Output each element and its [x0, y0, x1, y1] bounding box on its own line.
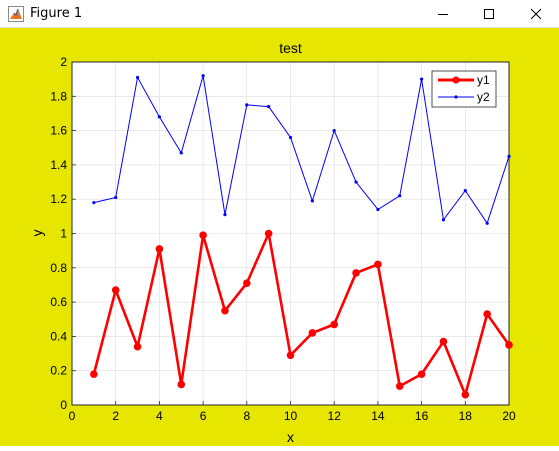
y-tick-label: 1.8	[50, 89, 67, 103]
minimize-icon	[438, 14, 448, 15]
legend-marker-y1	[452, 76, 460, 84]
matlab-figure-icon	[8, 6, 24, 22]
chart-title: test	[279, 40, 302, 56]
data-point-y1	[286, 351, 295, 360]
legend[interactable]: y1 y2	[431, 70, 497, 108]
figure-canvas: 0 2 4 6 8 10 12 14 16 18 20 0 0.2 0.4 0.6 0.8 1 1.2 1.4 1.6…	[0, 28, 559, 446]
y-tick-label: 1.2	[50, 192, 67, 206]
y-tick-label: 0.4	[50, 329, 67, 343]
y-axis-label: y	[29, 230, 45, 237]
data-point-y2	[288, 135, 293, 140]
legend-label-y2: y2	[477, 90, 490, 104]
data-point-y1	[374, 260, 382, 269]
y-tick-label: 1	[60, 227, 67, 241]
data-point-y2	[135, 75, 140, 80]
data-point-y2	[157, 115, 161, 119]
window-title: Figure 1	[30, 6, 83, 21]
data-point-y1	[505, 341, 513, 349]
data-point-y1	[221, 306, 229, 315]
data-point-y2	[179, 151, 183, 155]
data-point-y2	[376, 207, 380, 212]
data-point-y2	[332, 129, 336, 133]
x-tick-label: 14	[371, 409, 385, 423]
data-point-y2	[463, 189, 467, 193]
x-tick-label: 6	[200, 409, 207, 423]
data-point-y2	[398, 194, 402, 198]
series-line-y1	[92, 232, 511, 397]
data-point-y1	[243, 279, 251, 288]
legend-marker-y2	[454, 95, 458, 99]
maximize-icon	[484, 9, 494, 19]
x-tick-label: 20	[502, 409, 516, 423]
y-tick-label: 0.6	[50, 295, 67, 309]
data-point-y2	[245, 103, 249, 107]
data-point-y1	[90, 370, 98, 378]
y-tick-label: 0	[60, 398, 67, 412]
data-point-y2	[354, 180, 358, 184]
data-point-y1	[352, 269, 360, 277]
y-tick-label: 2	[60, 55, 67, 69]
x-tick-label: 8	[243, 409, 250, 423]
x-axis-label: x	[287, 429, 294, 445]
data-point-y2	[92, 201, 96, 205]
y-tick-label: 0.8	[50, 261, 67, 275]
data-point-y1	[199, 231, 207, 240]
data-point-y1	[155, 245, 164, 253]
x-tick-label: 12	[328, 409, 342, 423]
x-tick-label: 4	[156, 409, 163, 423]
data-point-y2	[223, 213, 227, 217]
data-point-y2	[420, 77, 424, 81]
minimize-button[interactable]	[420, 0, 466, 28]
data-point-y1	[330, 320, 339, 329]
close-button[interactable]	[513, 0, 559, 28]
y-tick-label: 0.2	[50, 364, 67, 378]
y-tick-label: 1.6	[50, 124, 67, 138]
title-bar[interactable]: Figure 1	[0, 0, 559, 28]
data-point-y2	[485, 221, 489, 225]
data-point-y1	[111, 286, 120, 294]
y-tick-label: 1.4	[50, 158, 67, 172]
legend-label-y1: y1	[477, 73, 490, 87]
data-point-y2	[507, 154, 511, 158]
series-line-y2	[93, 75, 510, 224]
x-tick-label: 0	[69, 409, 76, 423]
data-point-y2	[114, 195, 118, 200]
x-tick-label: 18	[459, 409, 473, 423]
data-point-y2	[267, 104, 271, 109]
data-point-y1	[308, 329, 317, 337]
maximize-button[interactable]	[466, 0, 512, 28]
legend-box	[431, 70, 497, 108]
data-point-y1	[133, 342, 142, 351]
line-chart: 0 2 4 6 8 10 12 14 16 18 20 0 0.2 0.4 0.6 0.8 1 1.2 1.4 1.6…	[29, 40, 516, 445]
x-tick-label: 2	[112, 409, 119, 423]
data-point-y2	[441, 218, 446, 222]
data-point-y2	[310, 199, 314, 203]
data-point-y1	[177, 380, 186, 389]
data-point-y1	[483, 310, 491, 318]
data-point-y1	[264, 229, 273, 238]
data-point-y1	[461, 390, 470, 399]
x-tick-label: 16	[415, 409, 429, 423]
data-point-y1	[395, 382, 404, 390]
close-icon	[530, 8, 542, 20]
x-tick-label: 10	[284, 409, 298, 423]
data-point-y2	[201, 74, 205, 78]
data-point-y1	[417, 370, 426, 378]
data-point-y1	[439, 337, 448, 346]
